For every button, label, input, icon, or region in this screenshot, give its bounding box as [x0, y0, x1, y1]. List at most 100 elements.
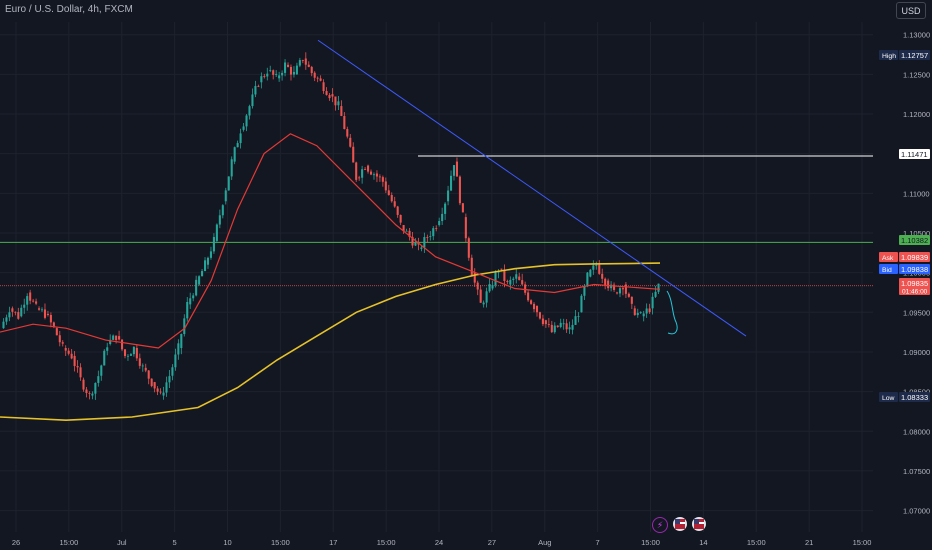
candle-body [384, 181, 387, 191]
candle-body [325, 91, 328, 95]
price-label-bg [899, 252, 930, 262]
y-tick-label: 1.09000 [903, 348, 930, 357]
price-label-value: 1.09835 [901, 279, 928, 288]
candle-body [369, 171, 373, 175]
candle-body [500, 268, 503, 270]
candle-body [651, 296, 654, 309]
x-tick-label: 15:00 [747, 538, 766, 547]
candle-body [132, 346, 135, 355]
candle-body [129, 354, 132, 356]
candle-body [239, 133, 242, 144]
candle-body [319, 78, 322, 81]
candle-body [411, 236, 414, 246]
x-tick-label: 24 [435, 538, 443, 547]
candle-body [8, 312, 11, 318]
candle-body [2, 321, 5, 329]
candle-body [49, 314, 52, 323]
candle-body [470, 257, 473, 277]
price-tag-label: Ask [882, 255, 894, 262]
candle-body [429, 236, 432, 237]
lightning-icon[interactable]: ⚡ [652, 517, 668, 533]
candle-body [390, 195, 393, 202]
candle-body [441, 213, 444, 222]
candle-body [55, 328, 58, 336]
candle-body [352, 146, 355, 163]
candle-body [476, 282, 479, 290]
currency-button[interactable]: USD [896, 2, 926, 19]
candle-body [464, 217, 467, 239]
price-label-value: 1.08333 [901, 393, 928, 402]
candle-body [393, 201, 396, 207]
candle-body [467, 238, 470, 258]
candle-body [657, 283, 660, 292]
grid [0, 22, 873, 532]
price-label-value: 1.12757 [901, 51, 928, 60]
candle-body [541, 318, 544, 325]
candle-body [461, 203, 464, 213]
candle-body [544, 320, 547, 325]
candle-body [574, 316, 577, 325]
y-tick-label: 1.10500 [903, 229, 930, 238]
candle-body [257, 85, 260, 87]
candle-body [118, 336, 121, 340]
candle-body [444, 203, 447, 214]
candle-body [645, 308, 648, 314]
candle-body [535, 305, 539, 313]
candle-body [88, 393, 91, 394]
us-flag-event-icon[interactable] [692, 517, 706, 531]
candle-body [186, 301, 189, 319]
candle-body [387, 190, 390, 196]
candle-body [177, 343, 180, 355]
candle-body [367, 165, 370, 172]
candle-body [527, 292, 530, 301]
trendline[interactable] [317, 39, 747, 337]
candle-body [147, 370, 150, 379]
candle-body [553, 325, 556, 333]
candle-body [485, 291, 488, 303]
candle-body [61, 342, 64, 344]
candle-body [559, 322, 562, 327]
candle-body [23, 304, 26, 308]
price-label-bg [899, 50, 930, 60]
candle-body [447, 190, 450, 202]
candle-body [509, 279, 512, 285]
candle-body [328, 94, 331, 99]
candle-body [100, 365, 103, 376]
candle-body [233, 147, 236, 162]
candle-body [301, 60, 304, 61]
candle-body [503, 269, 506, 282]
candle-body [94, 382, 97, 394]
candle-body [627, 293, 630, 297]
candle-body [592, 265, 595, 270]
candle-body [426, 237, 429, 238]
y-tick-label: 1.07500 [903, 467, 930, 476]
horizontal-lines [0, 155, 873, 287]
candle-body [174, 354, 177, 368]
candle-body [79, 367, 82, 378]
candle-body [402, 225, 405, 232]
x-axis[interactable]: 26 15:00 Jul 5 10 15:00 17 15:00 24 27 Aug 7 15:00 14… [12, 538, 872, 547]
price-label-value: 1.10382 [901, 236, 928, 245]
candle-body [405, 230, 408, 232]
candle-body [530, 300, 533, 304]
candle-body [123, 349, 127, 357]
candles [2, 52, 660, 400]
candle-body [642, 313, 645, 317]
candle-body [506, 281, 509, 283]
x-tick-label: 15:00 [853, 538, 872, 547]
candle-body [524, 284, 527, 293]
candle-body [562, 323, 565, 325]
candle-body [103, 350, 106, 366]
candle-body [547, 324, 550, 325]
x-tick-label: 27 [488, 538, 496, 547]
price-label-value: 1.09839 [901, 253, 928, 262]
us-flag-event-icon[interactable] [673, 517, 687, 531]
candle-body [598, 264, 601, 274]
candle-body [375, 173, 378, 177]
candle-body [331, 94, 334, 97]
candle-body [198, 276, 201, 285]
candle-body [11, 308, 14, 312]
candle-body [491, 284, 494, 289]
candle-body [565, 323, 568, 330]
